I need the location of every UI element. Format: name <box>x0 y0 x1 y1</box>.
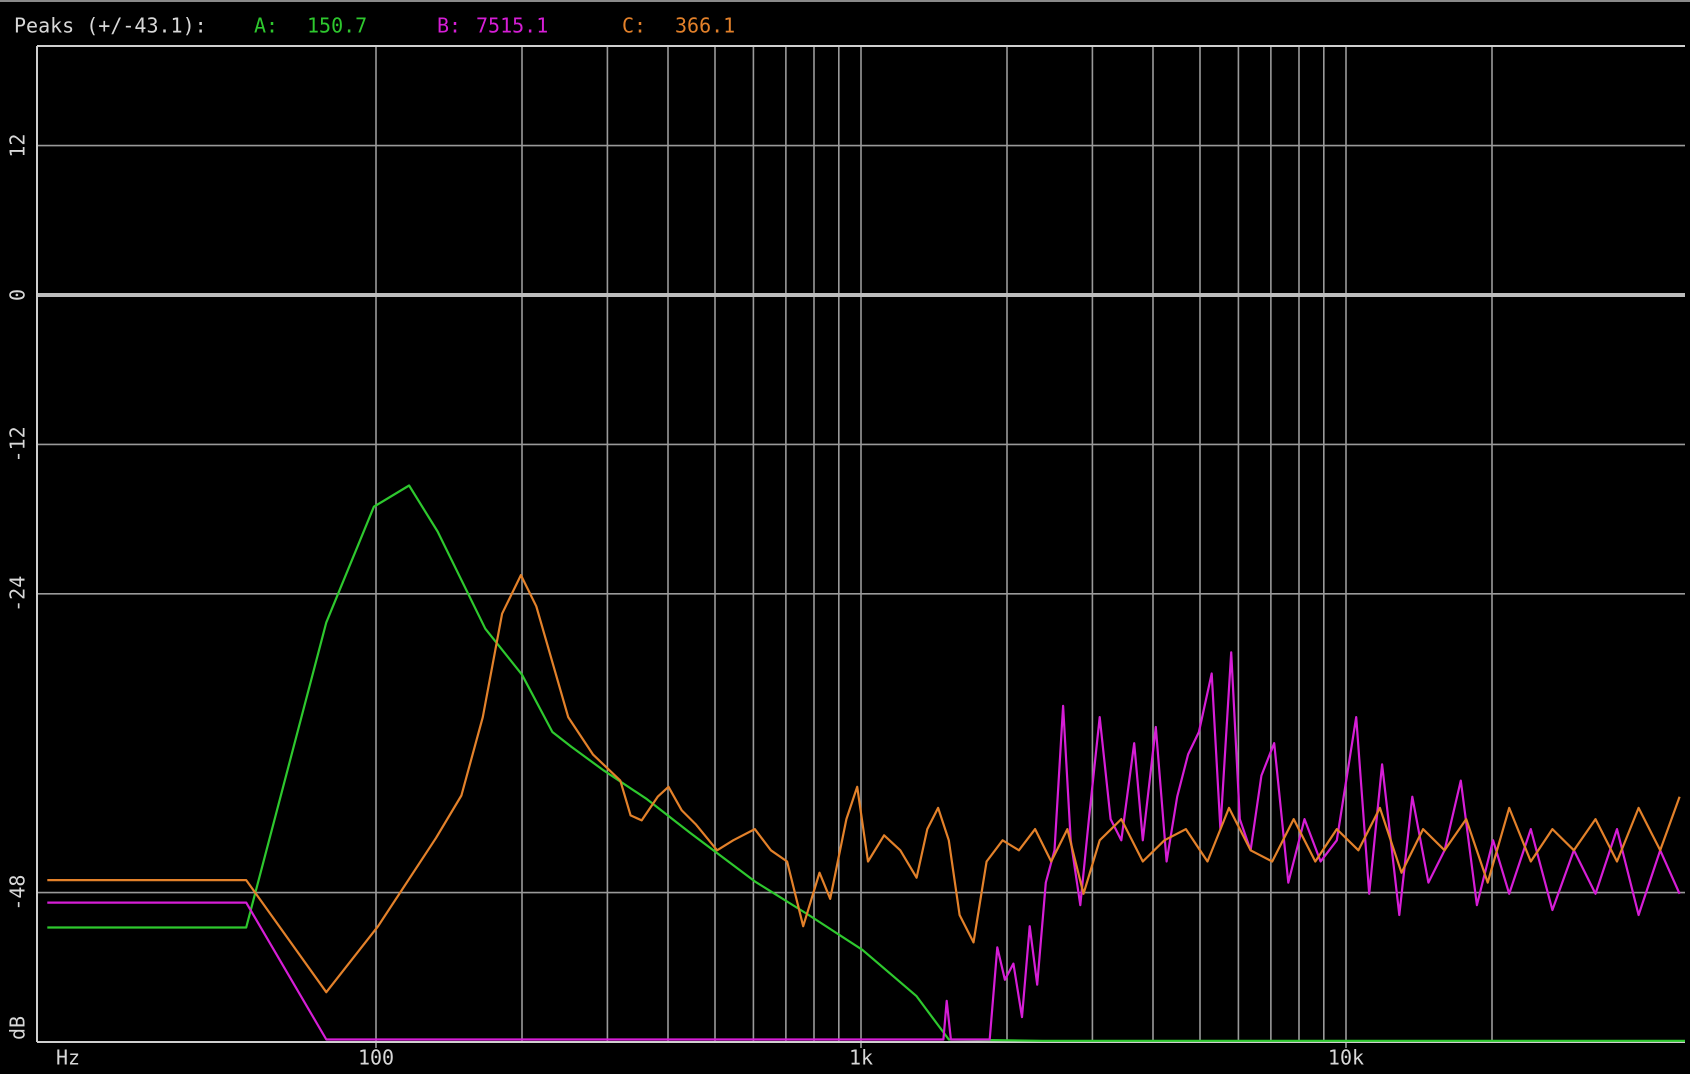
legend-name: A: <box>254 14 278 38</box>
peaks-label: Peaks (+/-43.1): <box>14 14 207 38</box>
x-tick-label: 100 <box>358 1046 394 1070</box>
spectrum-line <box>47 651 1681 1041</box>
x-tick-label: 1k <box>849 1046 873 1070</box>
y-axis-label: dB <box>6 1016 30 1040</box>
legend-name: B: <box>437 14 461 38</box>
y-tick-label: 12 <box>6 134 30 158</box>
y-tick-label: -48 <box>6 875 30 911</box>
legend-name: C: <box>622 14 646 38</box>
x-tick-label: 10k <box>1328 1046 1364 1070</box>
x-axis-label: Hz <box>56 1046 80 1070</box>
peak-value: 366.1 <box>675 14 735 38</box>
spectrum-line <box>47 484 1685 1042</box>
peak-value: 150.7 <box>307 14 367 38</box>
y-tick-label: -12 <box>6 426 30 462</box>
peak-value: 7515.1 <box>476 14 548 38</box>
spectrum-line <box>47 574 1681 994</box>
y-tick-label: 0 <box>6 289 30 301</box>
y-tick-label: -24 <box>6 576 30 612</box>
